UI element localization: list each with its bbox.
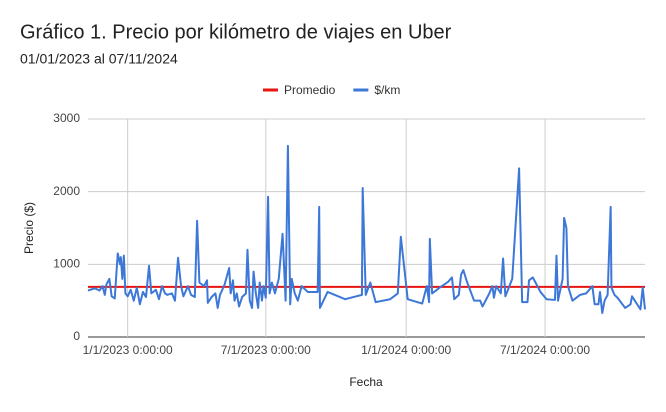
- legend-label: $/km: [374, 83, 400, 97]
- y-tick-label: 0: [73, 329, 80, 343]
- chart-subtitle: 01/01/2023 al 07/11/2024: [20, 51, 178, 67]
- x-tick-label: 1/1/2023 0:00:00: [83, 343, 173, 357]
- x-tick-label: 7/1/2023 0:00:00: [221, 343, 311, 357]
- x-tick-label: 1/1/2024 0:00:00: [361, 343, 451, 357]
- y-tick-label: 3000: [53, 111, 80, 125]
- y-tick-label: 2000: [53, 184, 80, 198]
- y-tick-label: 1000: [53, 257, 80, 271]
- data-line: [87, 144, 646, 315]
- y-axis-title: Precio ($): [22, 202, 36, 254]
- legend-label: Promedio: [284, 83, 336, 97]
- x-tick-label: 7/1/2024 0:00:00: [500, 343, 590, 357]
- chart-title: Gráfico 1. Precio por kilómetro de viaje…: [20, 21, 452, 43]
- x-axis-title: Fecha: [349, 375, 383, 389]
